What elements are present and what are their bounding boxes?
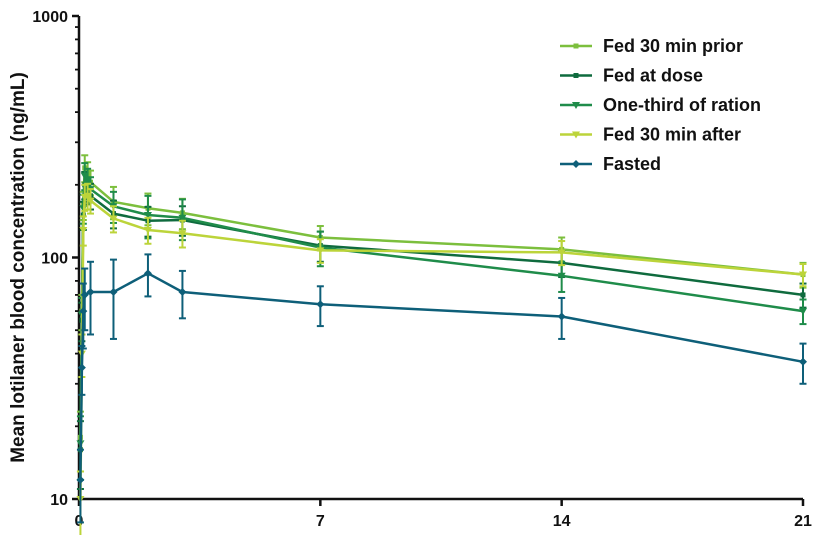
data-point [557, 249, 566, 257]
series-line [79, 272, 804, 480]
legend-item: Fed 30 min prior [560, 36, 743, 56]
data-point [86, 197, 95, 205]
series-line [79, 166, 804, 438]
data-point [83, 192, 92, 200]
ticks: 101001000071421 [32, 9, 812, 530]
data-point [80, 172, 89, 180]
series-fasted [76, 253, 807, 524]
legend-item: Fed at dose [560, 66, 703, 86]
series-fed-30-min-prior [76, 154, 807, 473]
data-point [79, 226, 88, 234]
data-point [799, 357, 807, 366]
y-axis-title: Mean lotilaner blood concentration (ng/m… [8, 72, 29, 463]
data-point [316, 300, 325, 309]
data-point [572, 160, 580, 168]
legend-item: One-third of ration [560, 95, 761, 115]
series-line [79, 194, 804, 500]
data-point [800, 292, 806, 298]
data-point [77, 363, 86, 372]
series-one-third-of-ration [76, 162, 807, 481]
x-tick-label: 14 [553, 513, 571, 530]
series-line [79, 183, 804, 450]
data-point [76, 475, 85, 484]
data-point [557, 312, 566, 321]
data-point [573, 43, 579, 49]
data-point [80, 290, 89, 299]
y-tick-label: 10 [50, 492, 68, 509]
data-point [143, 211, 152, 219]
y-tick-label: 100 [41, 251, 68, 268]
data-point [557, 272, 566, 280]
x-tick-label: 21 [794, 513, 812, 530]
data-point [572, 102, 580, 109]
data-point [572, 131, 580, 139]
series-fed-30-min-after [76, 182, 807, 535]
data-point [86, 287, 95, 296]
legend-label: Fed 30 min after [603, 125, 741, 145]
x-tick-label: 7 [316, 513, 325, 530]
legend-label: Fed 30 min prior [603, 36, 743, 56]
data-point [143, 269, 152, 278]
data-point [178, 287, 187, 296]
legend-label: Fed at dose [603, 66, 703, 86]
legend-label: Fasted [603, 154, 661, 174]
data-point [178, 214, 187, 222]
data-point [573, 73, 579, 78]
data-point [178, 230, 187, 238]
y-tick-label: 1000 [32, 9, 68, 26]
data-point [109, 215, 118, 223]
series-layer [76, 154, 807, 535]
data-point [143, 226, 152, 234]
axes [77, 16, 803, 501]
data-point [79, 307, 88, 316]
legend: Fed 30 min prior Fed at dose One-third of … [560, 36, 761, 174]
legend-item: Fed 30 min after [560, 125, 741, 145]
data-point [316, 247, 325, 255]
data-point [799, 308, 807, 316]
data-point [799, 271, 807, 279]
data-point [109, 287, 118, 296]
data-point [83, 177, 92, 185]
legend-label: One-third of ration [603, 95, 761, 115]
legend-item: Fasted [560, 154, 661, 174]
